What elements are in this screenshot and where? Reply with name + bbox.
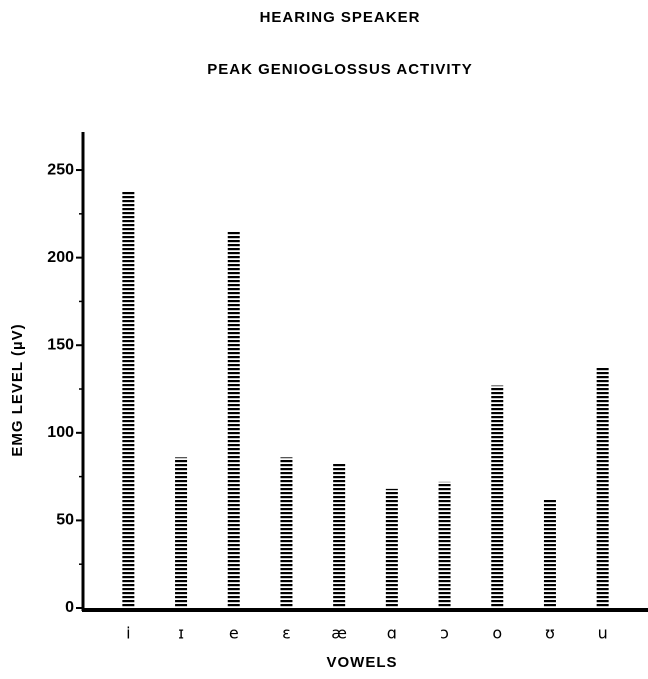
y-tick-label: 150 <box>47 336 74 353</box>
x-tick-label: æ <box>331 624 347 643</box>
bar <box>280 457 293 608</box>
y-tick-label: 100 <box>47 424 74 441</box>
y-tick-label: 0 <box>65 599 74 616</box>
x-tick-label: ɔ <box>440 624 449 643</box>
bar <box>175 457 188 608</box>
y-tick-label: 200 <box>47 249 74 266</box>
x-tick-label: ʊ <box>545 624 555 643</box>
x-tick-label: ɛ <box>282 624 291 643</box>
x-tick-label: u <box>598 624 608 643</box>
bar <box>333 462 346 608</box>
bar <box>227 231 240 608</box>
y-tick-label: 50 <box>56 512 74 529</box>
x-tick-label: ɪ <box>178 624 184 643</box>
y-tick-label: 250 <box>47 161 74 178</box>
y-axis-label: EMG LEVEL (µV) <box>9 323 26 456</box>
bar <box>438 481 451 608</box>
x-axis-label: VOWELS <box>326 654 397 671</box>
bar <box>596 367 609 608</box>
bar <box>491 385 504 608</box>
chart-subtitle: PEAK GENIOGLOSSUS ACTIVITY <box>207 61 472 78</box>
x-tick-label: ɑ <box>387 624 397 643</box>
chart-title: HEARING SPEAKER <box>260 9 421 26</box>
x-tick-label: o <box>492 624 502 643</box>
x-tick-label: i <box>126 624 130 643</box>
x-tick-label: e <box>229 624 239 643</box>
bar <box>122 191 135 608</box>
bar <box>385 488 398 608</box>
bar <box>543 499 556 608</box>
